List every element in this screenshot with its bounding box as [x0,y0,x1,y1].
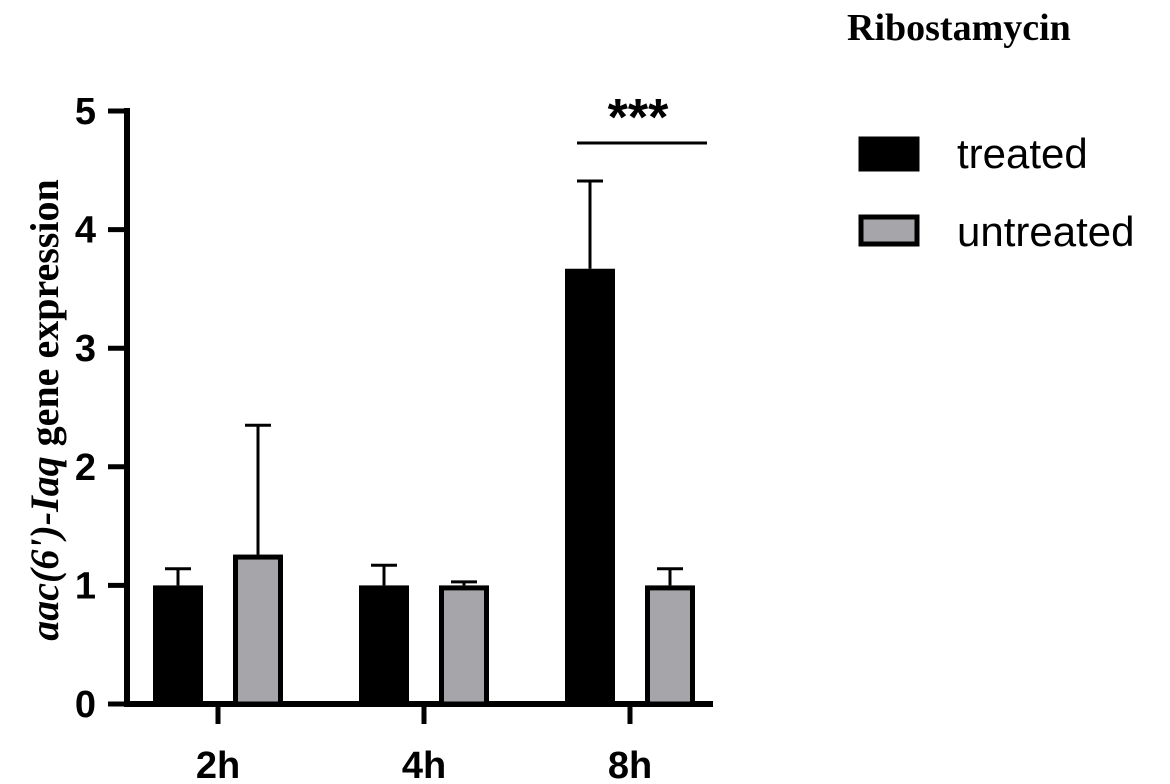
y-tick-label: 4 [75,210,96,252]
y-tick-label: 2 [75,447,96,489]
legend-label-treated: treated [957,130,1088,177]
y-axis-label-rest: gene expression [22,179,67,456]
x-tick-label: 4h [402,745,446,784]
y-tick-label: 1 [75,565,96,607]
bar-untreated [233,554,283,707]
legend-swatch-treated [858,136,920,172]
bar-treated [565,268,615,707]
x-tick-label: 2h [196,745,240,784]
bar-untreated [439,585,489,707]
bar-untreated [645,585,695,707]
y-tick-label: 0 [75,684,96,726]
significance-annotations: *** [577,89,707,147]
x-tick-label: 8h [608,745,652,784]
y-axis-label: aac(6')-Iaq gene expression [22,179,67,640]
legend-swatch-untreated [858,214,920,247]
x-axis: 2h 4h 8h [124,701,713,784]
bar-treated [153,585,203,707]
y-tick-label: 5 [75,91,96,133]
y-axis: 0 1 2 3 4 5 [75,91,130,726]
y-axis-label-gene: aac(6')-Iaq [22,456,67,640]
legend: treated untreated [858,130,1134,255]
bar-treated [359,585,409,707]
significance-stars: *** [608,89,669,147]
y-tick-label: 3 [75,328,96,370]
bars [153,179,695,707]
legend-label-untreated: untreated [957,208,1134,255]
chart-title: Ribostamycin [847,7,1071,49]
